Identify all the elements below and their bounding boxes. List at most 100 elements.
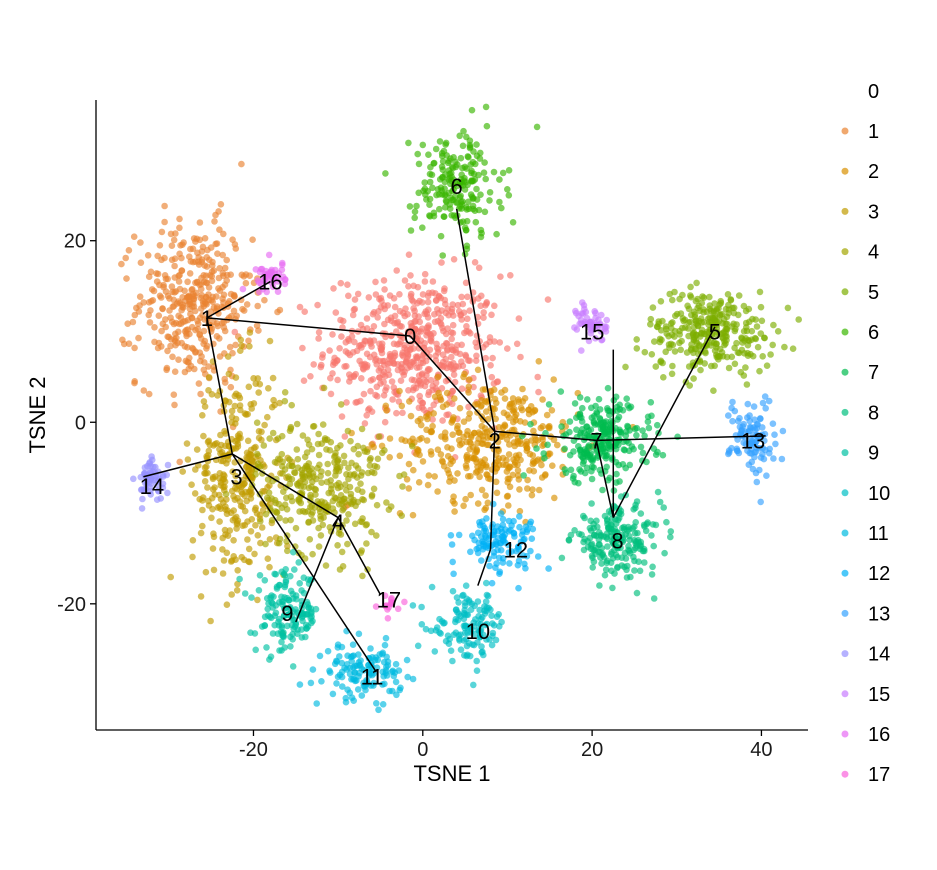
scatter-point-cluster-10: [470, 681, 477, 689]
scatter-point-cluster-0: [379, 357, 387, 365]
scatter-point-cluster-2: [484, 415, 492, 423]
scatter-point-cluster-1: [195, 380, 203, 387]
scatter-point-cluster-4: [291, 469, 298, 476]
scatter-point-cluster-5: [687, 292, 694, 299]
scatter-point-cluster-15: [592, 335, 599, 342]
scatter-point-cluster-12: [499, 515, 507, 523]
scatter-point-cluster-13: [759, 399, 767, 407]
scatter-point-cluster-10: [461, 606, 469, 614]
scatter-point-cluster-8: [622, 555, 630, 562]
scatter-point-cluster-1: [240, 307, 248, 314]
cluster-label-17: 17: [377, 587, 401, 612]
scatter-point-cluster-5: [745, 305, 753, 313]
scatter-point-cluster-0: [363, 350, 371, 358]
scatter-point-cluster-5: [758, 317, 766, 325]
scatter-point-cluster-5: [662, 348, 669, 356]
scatter-point-cluster-3: [244, 518, 251, 525]
scatter-point-cluster-3: [191, 490, 199, 497]
trajectory-edge: [143, 453, 233, 478]
scatter-point-cluster-3: [197, 593, 205, 600]
scatter-point-cluster-4: [328, 482, 335, 489]
scatter-point-cluster-17: [401, 598, 408, 606]
scatter-point-cluster-9: [278, 638, 285, 646]
scatter-point-cluster-4: [400, 471, 408, 478]
scatter-point-cluster-14: [153, 496, 161, 504]
scatter-point-cluster-2: [504, 479, 512, 486]
scatter-point-cluster-1: [137, 259, 145, 267]
scatter-point-cluster-5: [730, 309, 738, 317]
scatter-point-cluster-1: [171, 289, 178, 296]
scatter-point-cluster-12: [516, 523, 523, 531]
scatter-point-cluster-6: [505, 167, 513, 174]
scatter-point-cluster-8: [610, 541, 618, 548]
scatter-point-cluster-4: [299, 507, 307, 515]
scatter-point-cluster-1: [158, 327, 165, 335]
scatter-point-cluster-6: [496, 176, 503, 183]
scatter-point-cluster-15: [572, 307, 579, 315]
scatter-point-cluster-4: [338, 548, 346, 556]
scatter-point-cluster-7: [584, 396, 591, 403]
scatter-point-cluster-8: [558, 554, 566, 562]
scatter-point-cluster-0: [425, 289, 433, 297]
scatter-point-cluster-0: [426, 346, 434, 354]
scatter-point-cluster-13: [752, 448, 760, 456]
scatter-point-cluster-2: [431, 473, 439, 480]
scatter-point-cluster-1: [164, 347, 171, 355]
scatter-point-cluster-6: [422, 191, 429, 198]
scatter-point-cluster-1: [195, 258, 202, 266]
scatter-point-cluster-6: [413, 202, 420, 210]
scatter-point-cluster-10: [479, 648, 486, 656]
scatter-point-cluster-0: [407, 272, 414, 279]
scatter-point-cluster-2: [456, 429, 463, 436]
scatter-point-cluster-14: [163, 471, 171, 479]
scatter-point-cluster-0: [406, 346, 414, 354]
scatter-point-cluster-0: [307, 373, 314, 380]
legend-label-10: 10: [868, 483, 890, 505]
scatter-point-cluster-2: [434, 373, 442, 381]
scatter-point-cluster-0: [370, 323, 378, 330]
scatter-point-cluster-0: [357, 321, 365, 329]
scatter-point-cluster-10: [452, 615, 460, 623]
scatter-point-cluster-16: [265, 251, 273, 259]
scatter-point-cluster-8: [589, 554, 596, 562]
legend-label-8: 8: [868, 402, 879, 424]
scatter-point-cluster-2: [493, 489, 501, 497]
scatter-point-cluster-12: [516, 513, 523, 520]
scatter-point-cluster-11: [367, 645, 374, 652]
scatter-point-cluster-12: [486, 562, 493, 570]
scatter-point-cluster-9: [284, 611, 292, 619]
scatter-point-cluster-12: [527, 547, 534, 555]
scatter-point-cluster-8: [596, 541, 603, 548]
legend-swatch-4: [841, 248, 849, 256]
cluster-label-3: 3: [230, 465, 242, 490]
scatter-point-cluster-11: [313, 700, 321, 707]
scatter-point-cluster-13: [737, 430, 744, 437]
scatter-point-cluster-9: [281, 571, 289, 579]
scatter-point-cluster-3: [223, 496, 230, 503]
scatter-point-cluster-8: [618, 562, 626, 569]
scatter-point-cluster-10: [481, 610, 489, 617]
scatter-point-cluster-5: [678, 337, 685, 345]
scatter-point-cluster-6: [480, 169, 488, 176]
scatter-point-cluster-0: [471, 259, 479, 266]
scatter-point-cluster-11: [355, 630, 363, 638]
scatter-point-cluster-2: [463, 464, 470, 472]
scatter-point-cluster-2: [467, 472, 474, 480]
scatter-point-cluster-3: [230, 507, 237, 514]
scatter-point-cluster-4: [268, 516, 276, 524]
scatter-point-cluster-5: [641, 348, 649, 356]
scatter-point-cluster-1: [205, 363, 212, 370]
scatter-point-cluster-1: [159, 305, 166, 313]
scatter-point-cluster-1: [201, 262, 208, 269]
scatter-point-cluster-0: [441, 285, 448, 292]
scatter-point-cluster-1: [175, 272, 182, 280]
scatter-point-cluster-7: [612, 393, 620, 401]
scatter-point-cluster-0: [413, 354, 421, 362]
scatter-point-cluster-0: [445, 360, 453, 368]
scatter-point-cluster-10: [461, 629, 469, 637]
scatter-point-cluster-13: [734, 436, 741, 443]
scatter-point-cluster-0: [374, 314, 382, 321]
scatter-point-cluster-0: [337, 279, 345, 287]
scatter-point-cluster-6: [460, 127, 467, 135]
scatter-point-cluster-0: [482, 354, 490, 362]
